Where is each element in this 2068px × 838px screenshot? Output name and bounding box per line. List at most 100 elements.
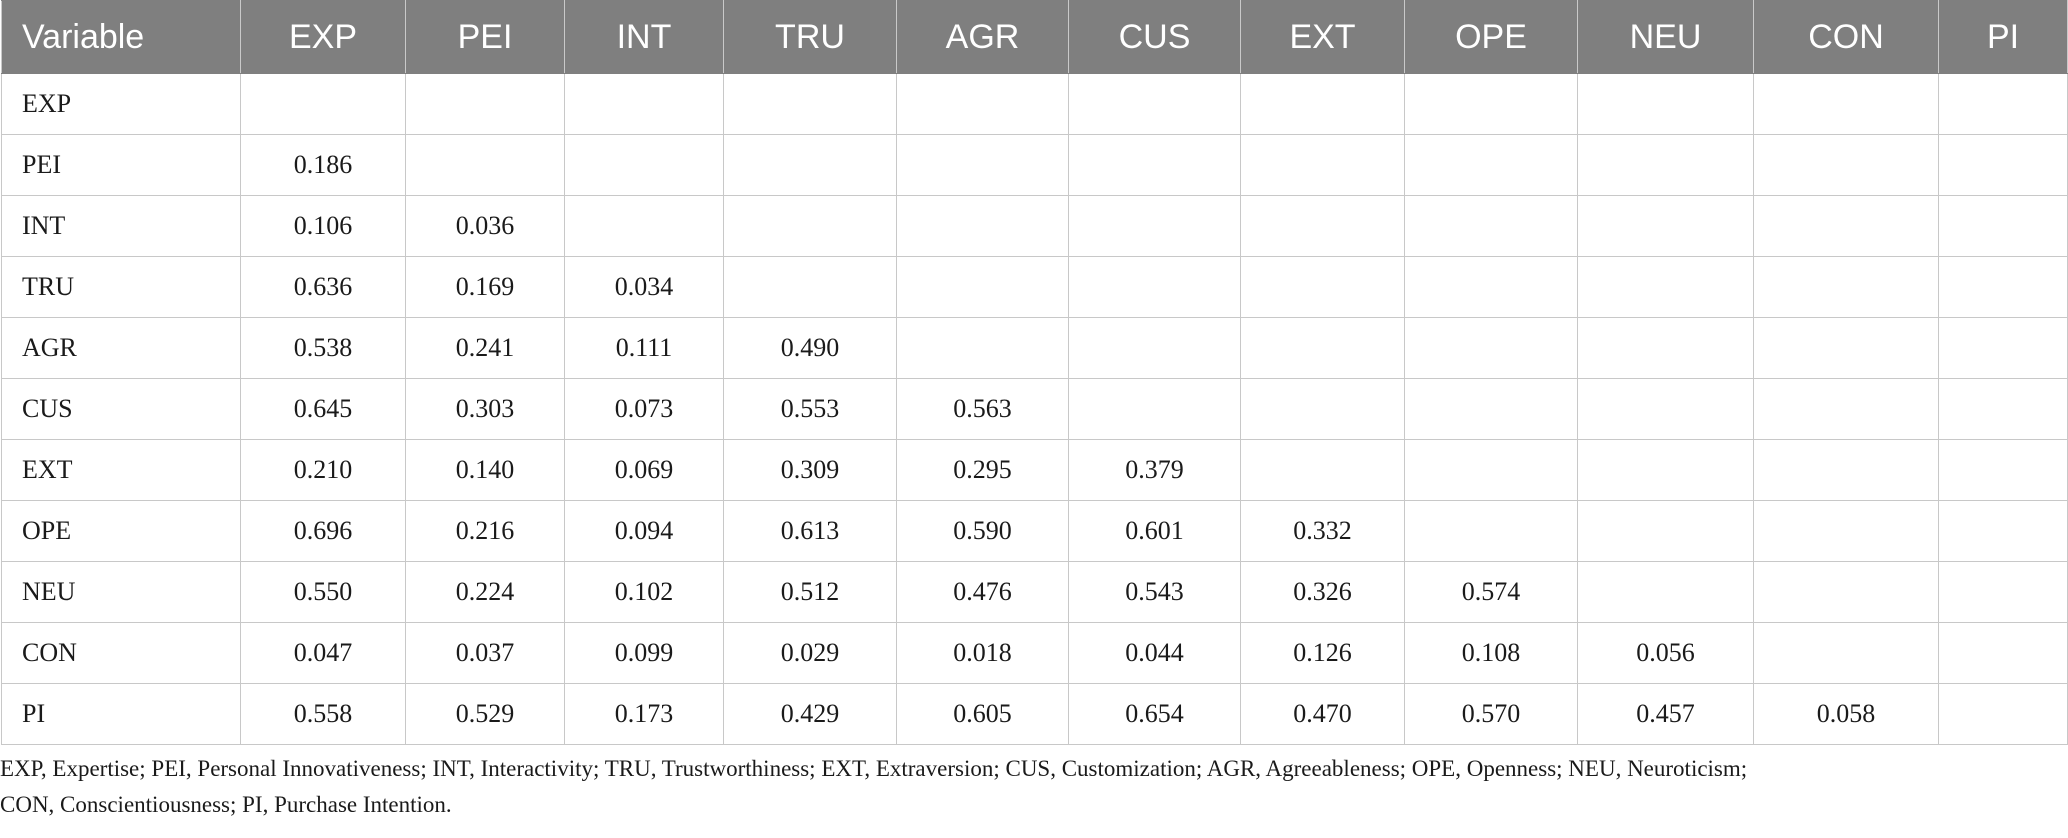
table-cell — [1753, 73, 1939, 135]
table-cell — [1753, 134, 1939, 196]
table-cell: 0.056 — [1577, 622, 1754, 684]
table-cell: 0.529 — [405, 683, 565, 745]
table-cell — [1404, 256, 1578, 318]
table-cell — [1577, 134, 1754, 196]
table-row: AGR 0.538 0.241 0.111 0.490 — [1, 317, 2068, 379]
table-cell — [1753, 622, 1939, 684]
table-cell: 0.018 — [896, 622, 1069, 684]
table-cell — [896, 134, 1069, 196]
table-cell — [1938, 134, 2068, 196]
table-cell: 0.036 — [405, 195, 565, 257]
table-cell: 0.543 — [1068, 561, 1241, 623]
row-label: INT — [1, 195, 241, 257]
table-cell — [1938, 378, 2068, 440]
footnote-line: EXP, Expertise; PEI, Personal Innovative… — [0, 756, 1748, 781]
table-cell — [1068, 134, 1241, 196]
table-row: PI 0.558 0.529 0.173 0.429 0.605 0.654 0.470 0.5… — [1, 683, 2068, 745]
table-cell — [1240, 256, 1405, 318]
table-cell: 0.106 — [240, 195, 406, 257]
table-cell — [240, 73, 406, 135]
table-cell — [1577, 378, 1754, 440]
header-cell-con: CON — [1753, 0, 1939, 74]
table-row: PEI 0.186 — [1, 134, 2068, 196]
table-cell — [1938, 622, 2068, 684]
table-cell: 0.037 — [405, 622, 565, 684]
table-cell: 0.111 — [564, 317, 724, 379]
table-cell — [723, 195, 897, 257]
table-cell: 0.029 — [723, 622, 897, 684]
table-body: EXP PEI 0.186 INT 0.106 0.036 TRU 0.636 0.169 0.0… — [1, 73, 2068, 745]
table-cell — [1753, 256, 1939, 318]
table-cell: 0.553 — [723, 378, 897, 440]
table-cell — [1577, 500, 1754, 562]
table-cell: 0.590 — [896, 500, 1069, 562]
table-row: NEU 0.550 0.224 0.102 0.512 0.476 0.543 0.326 0.… — [1, 561, 2068, 623]
table-cell — [1753, 378, 1939, 440]
table-cell — [1404, 195, 1578, 257]
table-cell — [1577, 73, 1754, 135]
table-cell: 0.645 — [240, 378, 406, 440]
table-cell — [1404, 317, 1578, 379]
table-cell: 0.047 — [240, 622, 406, 684]
header-cell-neu: NEU — [1577, 0, 1754, 74]
table-cell — [1577, 195, 1754, 257]
table-row: CUS 0.645 0.303 0.073 0.553 0.563 — [1, 378, 2068, 440]
table-cell — [1753, 317, 1939, 379]
table-footnote: EXP, Expertise; PEI, Personal Innovative… — [0, 751, 2066, 823]
table-cell — [1938, 73, 2068, 135]
table-cell: 0.601 — [1068, 500, 1241, 562]
header-cell-cus: CUS — [1068, 0, 1241, 74]
table-cell: 0.186 — [240, 134, 406, 196]
table-cell: 0.058 — [1753, 683, 1939, 745]
header-cell-ope: OPE — [1404, 0, 1578, 74]
table-cell: 0.470 — [1240, 683, 1405, 745]
table-cell — [1240, 378, 1405, 440]
table-cell: 0.570 — [1404, 683, 1578, 745]
table-cell — [896, 256, 1069, 318]
row-label: CUS — [1, 378, 241, 440]
header-cell-variable: Variable — [1, 0, 241, 74]
table-cell: 0.034 — [564, 256, 724, 318]
row-label: EXT — [1, 439, 241, 501]
table-cell — [1938, 500, 2068, 562]
table-cell: 0.309 — [723, 439, 897, 501]
table-cell: 0.332 — [1240, 500, 1405, 562]
table-cell: 0.303 — [405, 378, 565, 440]
table-cell: 0.613 — [723, 500, 897, 562]
row-label: OPE — [1, 500, 241, 562]
table-cell: 0.636 — [240, 256, 406, 318]
table-cell — [1240, 134, 1405, 196]
row-label: PI — [1, 683, 241, 745]
header-cell-pi: PI — [1938, 0, 2068, 74]
table-cell: 0.210 — [240, 439, 406, 501]
row-label: TRU — [1, 256, 241, 318]
table-cell — [1938, 439, 2068, 501]
table-cell: 0.094 — [564, 500, 724, 562]
table-cell: 0.173 — [564, 683, 724, 745]
table-row: EXP — [1, 73, 2068, 135]
table-cell: 0.476 — [896, 561, 1069, 623]
table-cell: 0.108 — [1404, 622, 1578, 684]
table-cell: 0.169 — [405, 256, 565, 318]
table-cell — [1753, 500, 1939, 562]
header-cell-ext: EXT — [1240, 0, 1405, 74]
table-cell — [1068, 378, 1241, 440]
table-cell: 0.558 — [240, 683, 406, 745]
table-cell — [723, 73, 897, 135]
table-cell — [405, 134, 565, 196]
table-cell — [1938, 195, 2068, 257]
table-cell: 0.099 — [564, 622, 724, 684]
table-cell: 0.069 — [564, 439, 724, 501]
table-cell: 0.102 — [564, 561, 724, 623]
footnote-line: CON, Conscientiousness; PI, Purchase Int… — [0, 792, 452, 817]
header-cell-pei: PEI — [405, 0, 565, 74]
row-label: AGR — [1, 317, 241, 379]
table-cell: 0.654 — [1068, 683, 1241, 745]
table-cell — [1938, 256, 2068, 318]
table-cell — [723, 134, 897, 196]
header-cell-tru: TRU — [723, 0, 897, 74]
table-cell — [1577, 439, 1754, 501]
table-cell: 0.216 — [405, 500, 565, 562]
table-cell — [1577, 317, 1754, 379]
table-cell — [1404, 73, 1578, 135]
